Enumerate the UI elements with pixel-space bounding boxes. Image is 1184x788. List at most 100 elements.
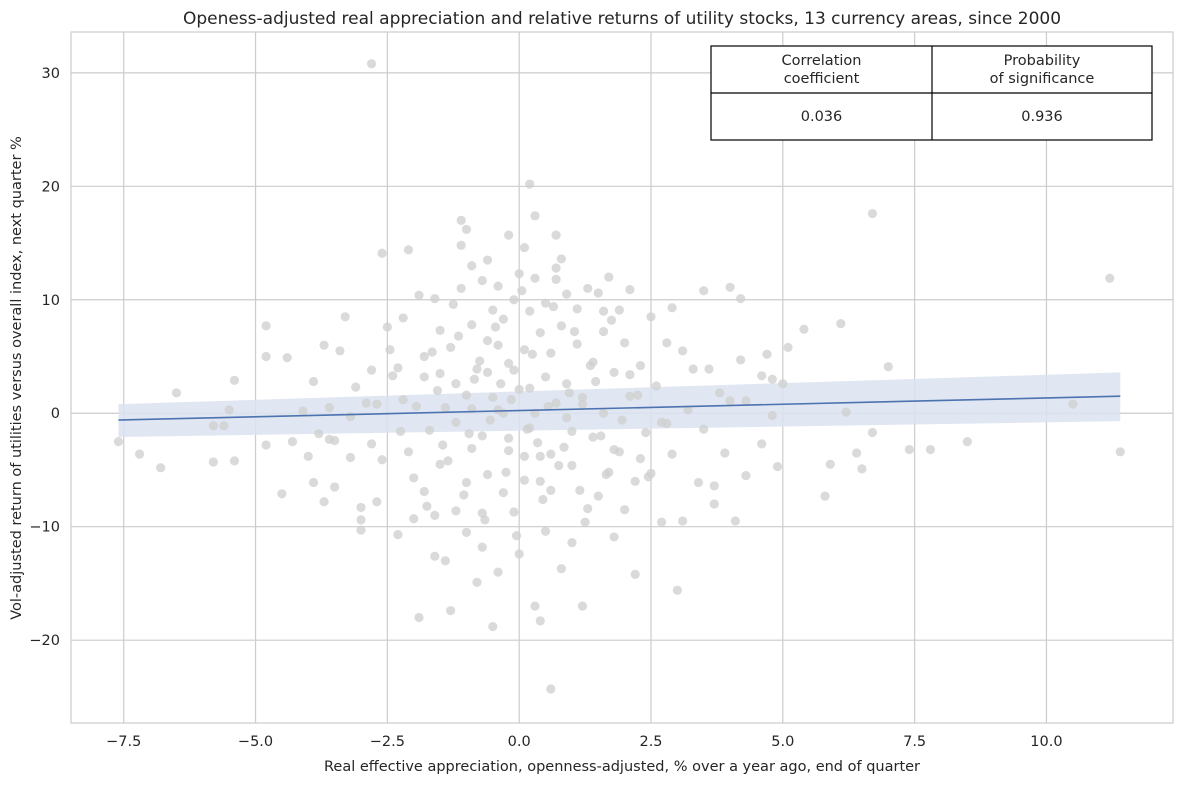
scatter-point: [609, 532, 619, 542]
scatter-point: [725, 396, 735, 406]
scatter-point: [635, 360, 646, 371]
y-axis-label: Vol-adjusted return of utilities versus …: [9, 136, 25, 620]
scatter-point: [767, 374, 777, 384]
scatter-point: [852, 448, 862, 458]
plot-frame: [70, 31, 1174, 724]
scatter-point: [762, 349, 772, 359]
scatter-point: [261, 440, 271, 450]
scatter-point: [857, 464, 867, 474]
scatter-point: [443, 456, 453, 466]
x-tick-label: 2.5: [639, 734, 662, 750]
scatter-point: [577, 392, 588, 402]
stats-table-header: of significance: [990, 71, 1095, 87]
scatter-point: [1068, 399, 1078, 409]
stats-table-header: Probability: [1004, 53, 1081, 69]
scatter-point: [551, 230, 561, 240]
scatter-point: [511, 531, 522, 541]
scatter-point: [577, 601, 588, 611]
scatter-point: [662, 338, 672, 348]
scatter-point: [356, 515, 366, 525]
scatter-point: [783, 342, 793, 353]
scatter-point: [569, 326, 580, 337]
scatter-point: [467, 261, 477, 271]
scatter-point: [482, 255, 493, 265]
scatter-point: [477, 542, 487, 552]
scatter-point: [635, 454, 646, 464]
x-tick-label: 0.0: [508, 734, 531, 750]
scatter-point: [699, 424, 709, 434]
scatter-point: [519, 451, 530, 461]
scatter-point: [356, 525, 366, 535]
scatter-point: [1105, 273, 1115, 283]
scatter-point: [477, 275, 487, 286]
scatter-point: [480, 515, 490, 525]
scatter-point: [224, 405, 234, 415]
scatter-point: [461, 527, 472, 537]
scatter-point: [366, 59, 377, 69]
scatter-point: [591, 376, 601, 387]
scatter-point: [593, 288, 603, 298]
scatter-point: [841, 407, 851, 417]
scatter-point: [451, 379, 461, 389]
scatter-point: [551, 398, 561, 408]
scatter-point: [377, 248, 387, 258]
scatter-point: [519, 345, 530, 355]
scatter-point: [282, 353, 292, 363]
scatter-point: [575, 485, 585, 495]
stats-table-value: 0.936: [1021, 109, 1063, 125]
scatter-point: [656, 417, 667, 427]
scatter-point: [546, 684, 556, 694]
scatter-point: [554, 460, 564, 471]
scatter-point: [430, 294, 440, 304]
scatter-point: [562, 289, 572, 299]
stats-table-header: coefficient: [784, 71, 860, 87]
scatter-point: [340, 312, 350, 322]
scatter-point: [361, 398, 371, 408]
scatter-point: [525, 383, 535, 393]
scatter-point: [356, 502, 366, 513]
scatter-point: [488, 392, 498, 402]
scatter-point: [509, 507, 519, 517]
scatter-point: [651, 381, 661, 391]
scatter-point: [509, 295, 519, 305]
scatter-point: [925, 444, 936, 455]
scatter-point: [472, 364, 482, 374]
scatter-point: [799, 324, 809, 334]
scatter-point: [493, 281, 503, 291]
scatter-point: [598, 306, 609, 316]
scatter-point: [530, 601, 540, 611]
scatter-point: [643, 472, 653, 482]
scatter-point: [482, 469, 493, 480]
scatter-point: [741, 471, 751, 481]
scatter-point: [630, 476, 640, 486]
y-tick-label: −10: [29, 520, 60, 536]
scatter-point: [562, 379, 572, 389]
scatter-point: [219, 421, 229, 431]
scatter-point: [538, 494, 548, 505]
scatter-point: [620, 505, 630, 515]
scatter-point: [171, 388, 182, 398]
scatter-point: [548, 301, 559, 312]
scatter-point: [432, 385, 443, 396]
scatter-point: [556, 564, 566, 574]
scatter-point: [435, 459, 445, 469]
scatter-point: [535, 328, 545, 338]
scatter-point: [113, 437, 124, 447]
scatter-point: [453, 331, 464, 341]
scatter-point: [535, 451, 545, 461]
scatter-point: [395, 426, 406, 436]
scatter-point: [398, 313, 408, 323]
scatter-point: [667, 303, 677, 313]
stats-table-value: 0.036: [801, 109, 843, 125]
scatter-point: [411, 401, 421, 412]
scatter-point: [419, 351, 429, 362]
scatter-point: [533, 438, 543, 448]
scatter-point: [427, 347, 437, 357]
scatter-point: [546, 348, 556, 358]
confidence-band: [118, 372, 1121, 438]
scatter-point: [572, 339, 582, 349]
scatter-point: [440, 402, 450, 413]
scatter-point: [345, 412, 356, 422]
scatter-point: [208, 457, 218, 467]
x-tick-label: 7.5: [903, 734, 926, 750]
